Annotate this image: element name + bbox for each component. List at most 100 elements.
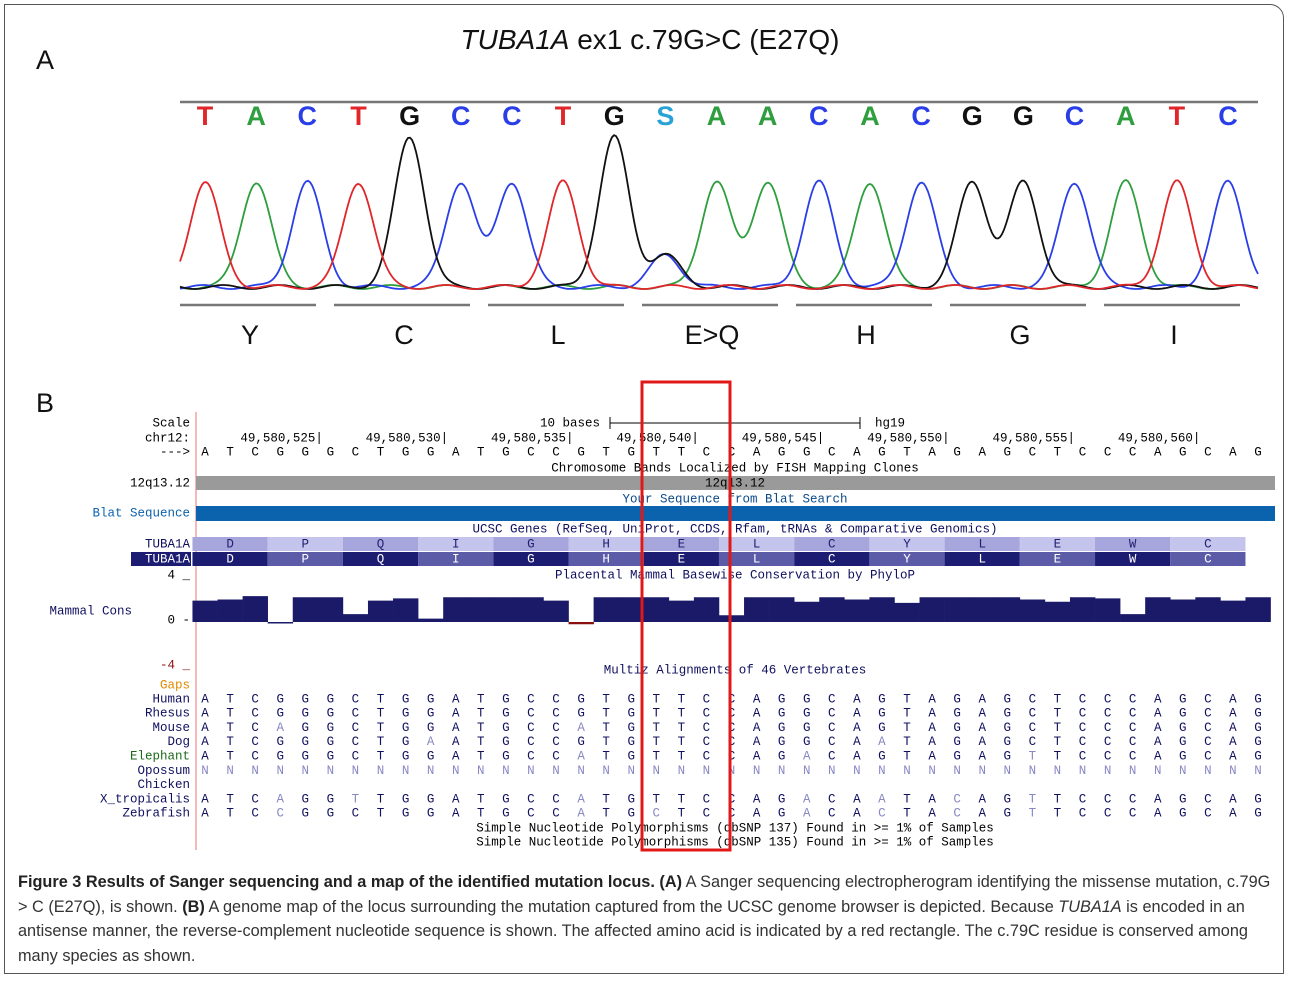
aligned-base: T xyxy=(477,735,485,749)
base: G xyxy=(803,445,811,459)
aligned-base: N xyxy=(703,764,711,778)
conservation-bar xyxy=(869,597,894,622)
gene-amino-acid: I xyxy=(452,552,460,566)
aligned-base: G xyxy=(577,735,585,749)
aligned-base: C xyxy=(1204,721,1212,735)
aligned-base: G xyxy=(502,792,510,806)
aligned-base: N xyxy=(753,764,761,778)
aligned-base: C xyxy=(1129,792,1137,806)
aligned-base: G xyxy=(1179,721,1187,735)
aligned-base: G xyxy=(502,749,510,763)
conservation-bar xyxy=(468,597,493,622)
gene-amino-acid: L xyxy=(753,552,761,566)
aligned-base: A xyxy=(452,707,460,721)
aligned-base: T xyxy=(1029,792,1037,806)
aligned-base: C xyxy=(1204,692,1212,706)
aligned-base: T xyxy=(903,692,911,706)
base-call: G xyxy=(604,101,625,131)
base: C xyxy=(527,445,535,459)
aligned-base: C xyxy=(1079,792,1087,806)
aligned-base: G xyxy=(778,792,786,806)
aligned-base: N xyxy=(1004,764,1012,778)
conservation-bar xyxy=(769,597,794,622)
base: A xyxy=(452,445,460,459)
track-title: Chromosome Bands Localized by FISH Mappi… xyxy=(551,461,919,475)
gene-amino-acid: C xyxy=(828,537,836,551)
aligned-base: A xyxy=(753,735,761,749)
aligned-base: N xyxy=(778,764,786,778)
aligned-base: N xyxy=(627,764,635,778)
aligned-base: C xyxy=(527,792,535,806)
aligned-base: G xyxy=(327,692,335,706)
aligned-base: A xyxy=(978,807,986,821)
conservation-bar xyxy=(794,602,819,622)
y-tick-label: -4 _ xyxy=(160,658,191,672)
aligned-base: G xyxy=(327,721,335,735)
aligned-base: T xyxy=(477,707,485,721)
gene-amino-acid: L xyxy=(978,537,986,551)
coordinate: 49,580,545| xyxy=(742,431,825,445)
conservation-bar xyxy=(1170,600,1195,623)
aligned-base: T xyxy=(477,807,485,821)
base: G xyxy=(302,445,310,459)
aligned-base: C xyxy=(703,707,711,721)
aligned-base: A xyxy=(1154,807,1162,821)
aligned-base: A xyxy=(853,735,861,749)
base: T xyxy=(678,445,686,459)
aligned-base: A xyxy=(928,707,936,721)
aligned-base: A xyxy=(452,749,460,763)
conservation-bar xyxy=(443,597,468,622)
conservation-bar xyxy=(343,614,368,622)
aligned-base: T xyxy=(352,792,360,806)
aligned-base: A xyxy=(1229,735,1237,749)
aligned-base: N xyxy=(1204,764,1212,778)
mutation: ex1 c.79G>C (E27Q) xyxy=(577,24,839,55)
aligned-base: T xyxy=(602,792,610,806)
aligned-base: A xyxy=(452,692,460,706)
aligned-base: T xyxy=(653,749,661,763)
aligned-base: G xyxy=(427,792,435,806)
aligned-base: T xyxy=(377,749,385,763)
aligned-base: A xyxy=(928,692,936,706)
aligned-base: G xyxy=(953,707,961,721)
aligned-base: C xyxy=(527,735,535,749)
aligned-base: T xyxy=(602,749,610,763)
aligned-base: N xyxy=(402,764,410,778)
aligned-base: G xyxy=(502,735,510,749)
y-tick-label: 4 _ xyxy=(167,568,190,582)
species-name: Mouse xyxy=(152,721,190,735)
aligned-base: G xyxy=(953,735,961,749)
species-name: X_tropicalis xyxy=(100,792,190,806)
aligned-base: G xyxy=(803,707,811,721)
aligned-base: T xyxy=(602,735,610,749)
aligned-base: A xyxy=(1229,807,1237,821)
aligned-base: N xyxy=(477,764,485,778)
aligned-base: G xyxy=(402,707,410,721)
base-call: A xyxy=(707,101,727,131)
aligned-base: T xyxy=(678,707,686,721)
aligned-base: T xyxy=(903,749,911,763)
aligned-base: C xyxy=(527,692,535,706)
aligned-base: G xyxy=(1254,749,1262,763)
aligned-base: C xyxy=(703,692,711,706)
aligned-base: T xyxy=(653,692,661,706)
aligned-base: C xyxy=(703,721,711,735)
aligned-base: T xyxy=(1054,707,1062,721)
aligned-base: A xyxy=(1154,735,1162,749)
base: G xyxy=(778,445,786,459)
base-call: C xyxy=(809,101,829,131)
aligned-base: N xyxy=(1179,764,1187,778)
gene-amino-acid: I xyxy=(452,537,460,551)
caption: Figure 3 Results of Sanger sequencing an… xyxy=(18,870,1274,968)
gene-amino-acid: L xyxy=(753,537,761,551)
gene-name: TUBA1A xyxy=(461,24,570,55)
aligned-base: N xyxy=(978,764,986,778)
conservation-bar xyxy=(894,603,919,622)
aligned-base: G xyxy=(627,735,635,749)
coordinate: 49,580,530| xyxy=(366,431,449,445)
aligned-base: C xyxy=(1104,707,1112,721)
aligned-base: C xyxy=(527,807,535,821)
aligned-base: G xyxy=(1254,807,1262,821)
track-title: Your Sequence from Blat Search xyxy=(622,492,847,506)
gene-name: TUBA1A xyxy=(1058,898,1121,916)
